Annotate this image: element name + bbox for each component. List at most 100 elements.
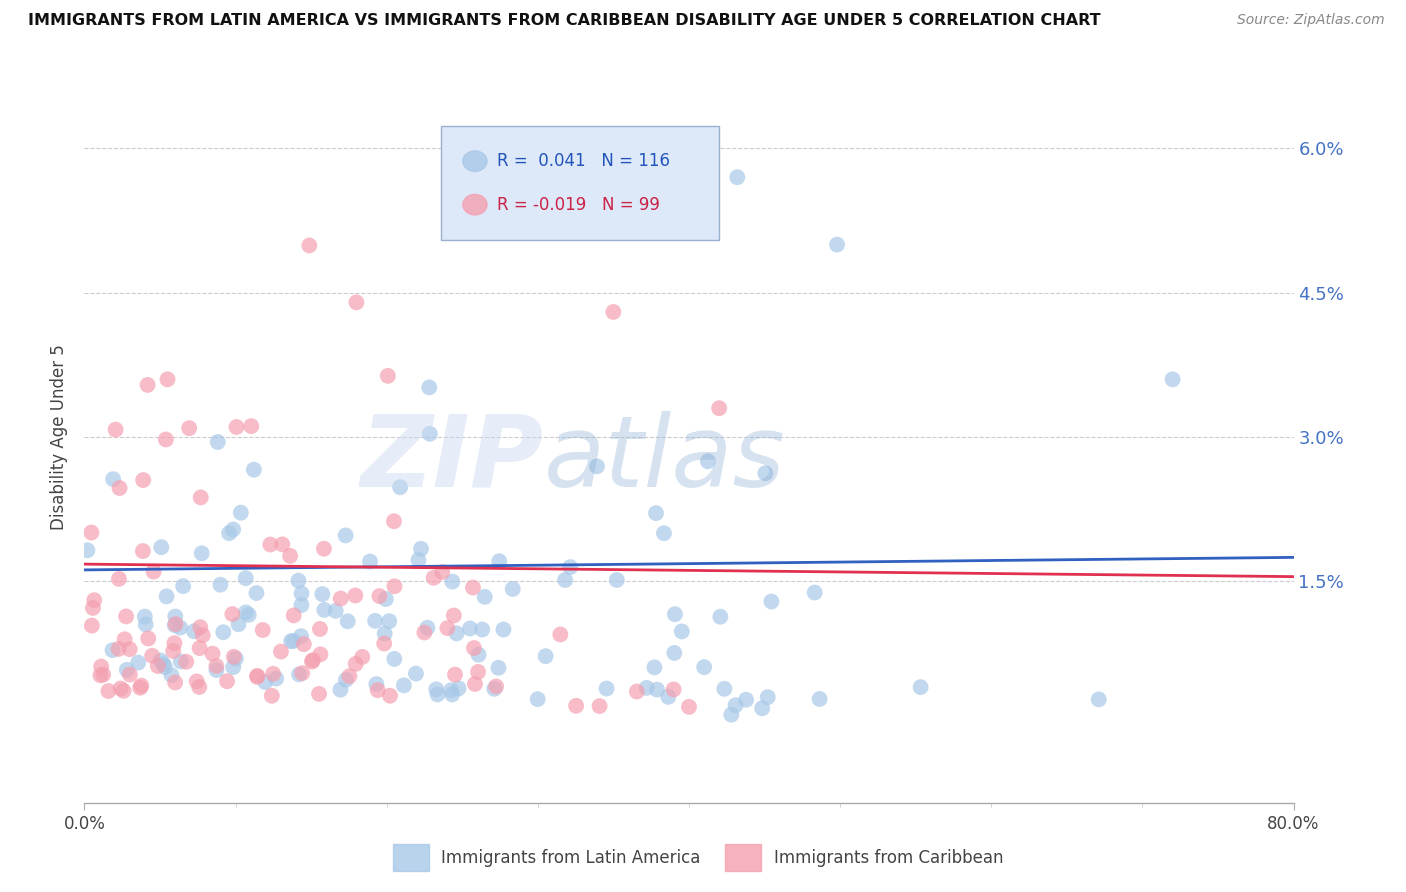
Point [724, 698, 747, 713]
Point [408, 553, 430, 567]
Text: R = -0.019   N = 99: R = -0.019 N = 99 [496, 195, 659, 213]
Point [725, 170, 748, 185]
Point [565, 698, 588, 713]
Point [444, 667, 467, 681]
Point [751, 701, 773, 715]
Point [309, 622, 332, 636]
Point [172, 579, 194, 593]
Point [645, 682, 668, 697]
Point [80, 618, 103, 632]
Point [246, 670, 269, 684]
Point [153, 660, 176, 674]
Point [413, 625, 436, 640]
Point [160, 668, 183, 682]
Point [709, 401, 731, 416]
Point [443, 608, 465, 623]
Point [696, 454, 718, 468]
Point [458, 622, 481, 636]
Point [301, 655, 323, 669]
Point [384, 579, 406, 593]
Point [709, 609, 731, 624]
Point [229, 506, 252, 520]
Point [488, 554, 510, 568]
Text: atlas: atlas [544, 410, 786, 508]
Point [720, 707, 742, 722]
FancyBboxPatch shape [441, 126, 720, 240]
Point [222, 660, 245, 674]
Point [97, 684, 120, 698]
Point [155, 433, 177, 447]
Point [209, 577, 232, 591]
Point [464, 677, 486, 691]
Point [83, 593, 105, 607]
Point [142, 565, 165, 579]
Bar [725, 845, 762, 871]
Point [440, 683, 463, 698]
Point [298, 238, 321, 252]
Point [170, 655, 193, 669]
Text: R =  0.041   N = 116: R = 0.041 N = 116 [496, 153, 669, 170]
Point [222, 523, 245, 537]
Point [115, 663, 138, 677]
Point [335, 673, 357, 687]
Point [419, 426, 441, 441]
Point [186, 674, 208, 689]
Point [416, 621, 439, 635]
Point [222, 649, 245, 664]
Text: ZIP: ZIP [361, 410, 544, 508]
Point [382, 652, 405, 666]
Point [82, 600, 104, 615]
Point [245, 586, 267, 600]
Point [425, 682, 447, 697]
Point [89, 668, 111, 682]
Point [163, 618, 186, 632]
Point [162, 644, 184, 658]
Point [183, 624, 205, 639]
Ellipse shape [463, 194, 486, 215]
Point [426, 688, 449, 702]
Point [405, 666, 427, 681]
Point [288, 667, 311, 681]
Point [104, 423, 127, 437]
Point [76, 543, 98, 558]
Point [136, 632, 159, 646]
Point [238, 607, 260, 622]
Point [129, 681, 152, 695]
Point [190, 491, 212, 505]
Point [389, 480, 412, 494]
Point [309, 648, 332, 662]
Point [1161, 372, 1184, 386]
Point [671, 624, 693, 639]
Point [136, 378, 159, 392]
Point [606, 573, 628, 587]
Point [367, 683, 389, 698]
Point [664, 607, 686, 622]
Point [218, 526, 240, 541]
Point [418, 380, 440, 394]
Point [134, 609, 156, 624]
Point [626, 684, 648, 698]
Point [127, 656, 149, 670]
Point [132, 544, 155, 558]
Point [118, 667, 141, 681]
Point [336, 615, 359, 629]
Point [335, 528, 357, 542]
Point [283, 634, 305, 648]
Point [235, 571, 257, 585]
Point [260, 689, 283, 703]
Y-axis label: Disability Age Under 5: Disability Age Under 5 [51, 344, 69, 530]
Point [643, 660, 665, 674]
Point [761, 594, 783, 608]
Point [312, 541, 335, 556]
Point [436, 621, 458, 635]
Point [146, 659, 169, 673]
Point [290, 598, 312, 612]
Point [325, 604, 347, 618]
Point [228, 617, 250, 632]
Point [554, 573, 576, 587]
Point [190, 546, 212, 560]
Point [373, 636, 395, 650]
Point [374, 592, 396, 607]
Point [378, 689, 401, 703]
Point [422, 571, 444, 585]
